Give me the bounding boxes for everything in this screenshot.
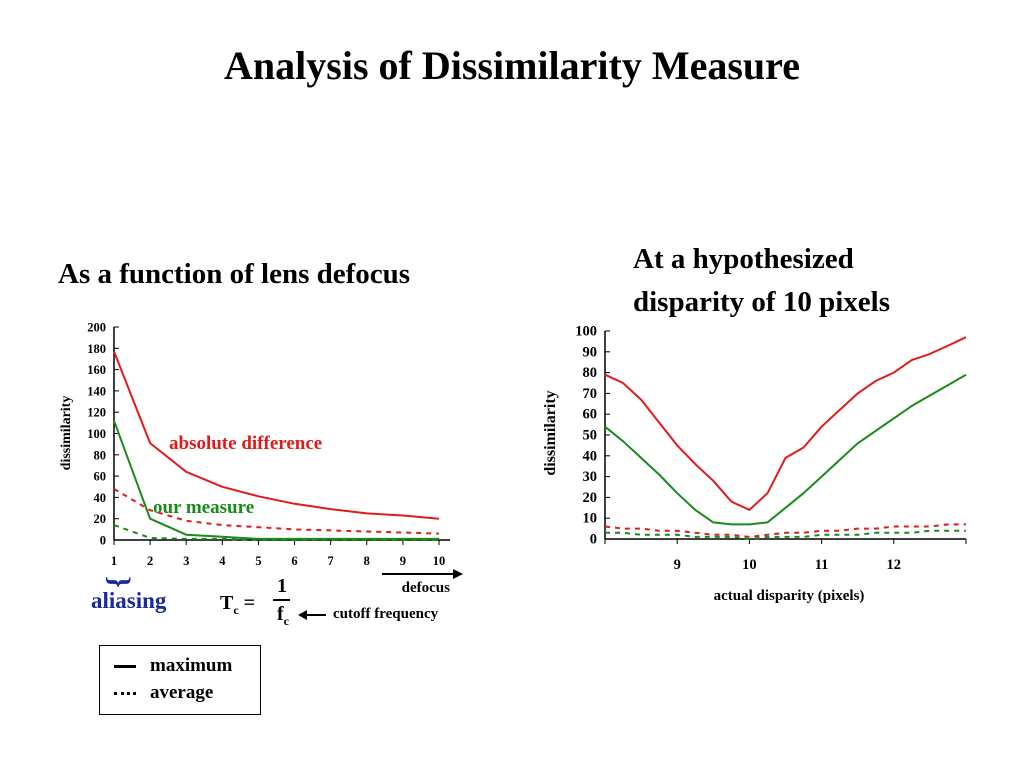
slide-title: Analysis of Dissimilarity Measure — [224, 43, 800, 88]
left-chart-x-tick-label: 4 — [219, 554, 226, 568]
left-chart-x-tick-label: 9 — [400, 554, 406, 568]
left-chart-x-tick-label: 1 — [111, 554, 117, 568]
right-chart-y-tick-label: 10 — [583, 511, 598, 527]
left-chart-series-red-dashed-line — [113, 488, 440, 535]
right-chart-y-axis-title: dissimilarity — [542, 390, 559, 475]
fraction-numerator: 1 — [277, 575, 287, 597]
right-chart-y-tick-label: 70 — [583, 386, 598, 402]
right-chart-y-tick-label: 30 — [583, 469, 598, 485]
right-chart-series-red-dashed-line — [604, 523, 966, 538]
right-chart-y-tick-label: 20 — [583, 490, 598, 506]
legend-label-average: average — [150, 682, 214, 703]
tc-text: T — [220, 592, 234, 614]
cutoff-arrowhead — [298, 610, 307, 620]
left-chart-series-green-dashed-line — [113, 524, 439, 541]
legend-dotted-line-icon — [114, 691, 136, 695]
tc-subscript: c — [233, 603, 239, 617]
legend-solid-line-icon — [114, 664, 136, 668]
left-chart-x-axis-title: defocus — [402, 580, 450, 596]
left-chart-x-tick-label: 2 — [147, 554, 153, 568]
left-chart-y-tick-label: 80 — [94, 448, 107, 462]
left-chart-x-tick-label: 3 — [183, 554, 189, 568]
right-subtitle-line-1: At a hypothesized — [633, 243, 854, 275]
right-chart-series-green-solid-line — [604, 373, 967, 526]
cutoff-frequency-label: cutoff frequency — [333, 606, 439, 622]
right-chart-y-tick-label: 100 — [575, 324, 597, 340]
left-chart-y-tick-label: 60 — [94, 470, 107, 484]
fc-subscript: c — [283, 614, 289, 628]
absolute-difference-annotation: absolute difference — [169, 433, 322, 454]
legend: maximum average — [99, 645, 261, 715]
left-chart-x-tick-label: 8 — [364, 554, 370, 568]
left-chart-y-tick-label: 160 — [87, 363, 106, 377]
left-chart-y-tick-label: 180 — [87, 342, 106, 356]
right-chart-axes: 0 10 20 30 40 50 60 70 80 90 100 9 10 11 12 dissimilari… — [542, 324, 967, 604]
left-chart-x-tick-label: 6 — [291, 554, 297, 568]
right-chart-y-tick-label: 50 — [583, 428, 598, 444]
left-chart-y-tick-label: 200 — [87, 321, 106, 335]
left-chart-y-tick-label: 20 — [94, 512, 107, 526]
tc-label: Tc = — [220, 592, 255, 618]
right-chart-series-red-solid-line — [604, 336, 967, 511]
left-chart-y-tick-label: 140 — [87, 384, 106, 398]
legend-item-average: average — [114, 681, 213, 705]
right-chart-subtitle: At a hypothesized disparity of 10 pixels — [633, 238, 890, 324]
fraction-bar — [273, 599, 290, 601]
left-chart-subtitle: As a function of lens defocus — [58, 258, 411, 290]
tc-equals: = — [238, 592, 256, 614]
right-chart-series-green-dashed-line — [605, 529, 966, 540]
right-chart-y-tick-label: 0 — [590, 532, 597, 548]
left-chart-series-red-solid-line — [113, 351, 440, 520]
left-chart-series — [113, 351, 440, 541]
left-chart-y-axis-title: dissimilarity — [59, 396, 74, 471]
left-chart-series-green-solid-line — [113, 420, 439, 540]
our-measure-annotation: our measure — [153, 497, 254, 518]
right-chart-x-tick-label: 9 — [674, 557, 681, 573]
left-chart-y-tick-label: 0 — [100, 534, 106, 548]
fc-text: f — [277, 603, 284, 625]
aliasing-brace: } — [102, 576, 136, 588]
right-subtitle-line-2: disparity of 10 pixels — [633, 286, 890, 318]
left-chart-y-tick-label: 40 — [94, 491, 107, 505]
right-chart-x-tick-label: 12 — [887, 557, 902, 573]
left-chart-x-tick-label: 5 — [255, 554, 261, 568]
legend-label-maximum: maximum — [150, 655, 233, 676]
right-chart-x-tick-label: 11 — [815, 557, 829, 573]
right-chart-y-tick-label: 90 — [583, 344, 598, 360]
right-chart-series — [604, 336, 967, 540]
left-chart-x-tick-label: 10 — [433, 554, 446, 568]
left-chart-y-tick-label: 100 — [87, 427, 106, 441]
aliasing-label: aliasing — [91, 588, 167, 613]
left-chart-x-tick-label: 7 — [328, 554, 334, 568]
right-chart-y-tick-label: 40 — [583, 448, 598, 464]
fc-label: fc — [277, 603, 289, 629]
left-chart-y-tick-label: 120 — [87, 406, 106, 420]
defocus-arrowhead — [453, 569, 463, 579]
legend-item-maximum: maximum — [114, 654, 232, 678]
right-chart-x-tick-label: 10 — [742, 557, 757, 573]
right-chart-x-axis-title: actual disparity (pixels) — [714, 588, 865, 604]
right-chart-y-tick-label: 80 — [583, 365, 598, 381]
right-chart-y-tick-label: 60 — [583, 407, 598, 423]
